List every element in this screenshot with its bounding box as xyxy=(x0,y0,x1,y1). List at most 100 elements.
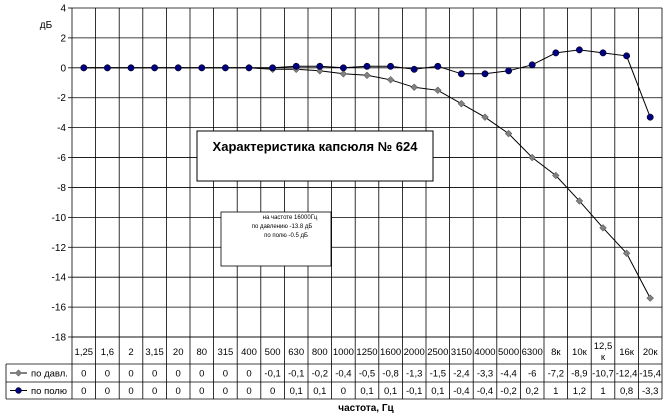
legend-series-name: по полю xyxy=(31,386,67,397)
category-label: 500 xyxy=(265,347,281,358)
x-axis-label: частота, Гц xyxy=(338,403,394,414)
value-cell: -1,5 xyxy=(430,369,446,380)
pressure-point xyxy=(410,83,418,92)
title-frame xyxy=(196,130,434,182)
pressure-point xyxy=(552,171,560,180)
value-cell: 1 xyxy=(600,386,605,397)
annotation-line-2: по давлению -13.8 дБ xyxy=(252,224,313,230)
category-label: 4000 xyxy=(474,347,495,358)
pressure-point xyxy=(339,70,348,78)
category-label: 16к xyxy=(619,347,635,358)
field-point xyxy=(481,70,489,78)
y-tick-label: 2 xyxy=(60,33,66,44)
value-cell: -0,1 xyxy=(406,386,422,397)
value-cell: -2,4 xyxy=(453,369,469,380)
value-cell: 0 xyxy=(246,369,251,380)
value-cell: 0 xyxy=(223,386,228,397)
value-cell: 0 xyxy=(81,386,86,397)
category-label: 10к xyxy=(572,347,588,358)
field-point xyxy=(316,62,324,70)
annotation-line-1: на частоте 16000Гц xyxy=(263,215,318,221)
value-cell: -0,8 xyxy=(382,369,398,380)
value-cell: -4,4 xyxy=(500,369,516,380)
field-point xyxy=(103,64,111,72)
pressure-point xyxy=(434,86,442,95)
field-point xyxy=(599,49,607,57)
y-tick-label: -8 xyxy=(57,183,66,194)
field-point xyxy=(151,64,159,72)
category-label: 315 xyxy=(217,347,233,358)
pressure-point xyxy=(575,197,584,205)
value-cell: 0,1 xyxy=(431,386,444,397)
series-line-1 xyxy=(83,67,651,299)
value-cell: 0,1 xyxy=(384,386,397,397)
chart-title-box: Характеристика капсюля № 624 xyxy=(196,130,434,182)
field-point xyxy=(80,64,88,72)
value-cell: 0 xyxy=(152,386,157,397)
y-tick-label: 4 xyxy=(60,4,66,15)
field-point xyxy=(552,49,560,57)
value-cell: 0,1 xyxy=(360,386,373,397)
field-point xyxy=(339,64,347,72)
field-point xyxy=(457,70,465,78)
field-point xyxy=(198,64,206,72)
field-point xyxy=(221,64,229,72)
value-cell: -12,4 xyxy=(616,369,638,380)
field-point xyxy=(623,52,631,60)
field-point xyxy=(575,46,583,54)
value-cell: 0 xyxy=(81,369,86,380)
value-cell: 1 xyxy=(553,386,558,397)
value-cell: 1,2 xyxy=(573,386,586,397)
field-point xyxy=(387,62,395,70)
value-cell: 0 xyxy=(105,369,110,380)
value-cell: 0 xyxy=(270,386,275,397)
pressure-point xyxy=(599,224,607,232)
y-tick-label: -14 xyxy=(52,273,67,284)
field-point xyxy=(245,64,253,72)
value-cell: -0,4 xyxy=(453,386,469,397)
field-point xyxy=(434,62,442,70)
annotation-frame xyxy=(220,211,332,267)
category-label: 1000 xyxy=(333,347,354,358)
series-markers xyxy=(80,46,654,302)
y-tick-label: -12 xyxy=(52,243,67,254)
value-cell: 0 xyxy=(176,386,181,397)
y-tick-label: -18 xyxy=(52,333,67,344)
category-label: 630 xyxy=(288,347,304,358)
category-label: 6300 xyxy=(522,347,543,358)
category-label: 8к xyxy=(551,347,561,358)
value-cell: -0,5 xyxy=(359,369,375,380)
annotation-box: на частоте 16000Гц по давлению -13.8 дБ … xyxy=(220,211,332,267)
value-cell: 0 xyxy=(105,386,110,397)
category-label: 20 xyxy=(173,347,184,358)
value-cell: -7,2 xyxy=(548,369,564,380)
category-label: 20к xyxy=(643,347,659,358)
category-label: 3,15 xyxy=(145,347,164,358)
category-label: 2000 xyxy=(404,347,425,358)
value-cell: -3,3 xyxy=(477,369,493,380)
value-cell: -3,3 xyxy=(642,386,658,397)
value-cell: -1,3 xyxy=(406,369,422,380)
y-tick-label: 0 xyxy=(60,63,66,74)
pressure-point xyxy=(457,99,466,108)
category-label: 800 xyxy=(312,347,328,358)
value-cell: 0 xyxy=(199,386,204,397)
value-cell: 0,8 xyxy=(620,386,633,397)
field-point xyxy=(363,62,371,70)
value-cell: 0 xyxy=(341,386,346,397)
category-label: 2500 xyxy=(427,347,448,358)
value-cell: 0 xyxy=(128,386,133,397)
category-label: 12,5 к xyxy=(594,341,613,363)
legend-diamond-marker xyxy=(14,369,23,377)
field-point xyxy=(646,113,654,121)
value-cell: -0,4 xyxy=(477,386,493,397)
value-cell: -6 xyxy=(528,369,536,380)
legend-circle-marker xyxy=(15,387,22,394)
value-cell: 0 xyxy=(128,369,133,380)
pressure-point xyxy=(363,71,371,80)
y-tick-label: -4 xyxy=(57,123,66,134)
value-cell: -10,7 xyxy=(592,369,614,380)
value-cell: -15,4 xyxy=(639,369,661,380)
field-point xyxy=(505,67,513,75)
